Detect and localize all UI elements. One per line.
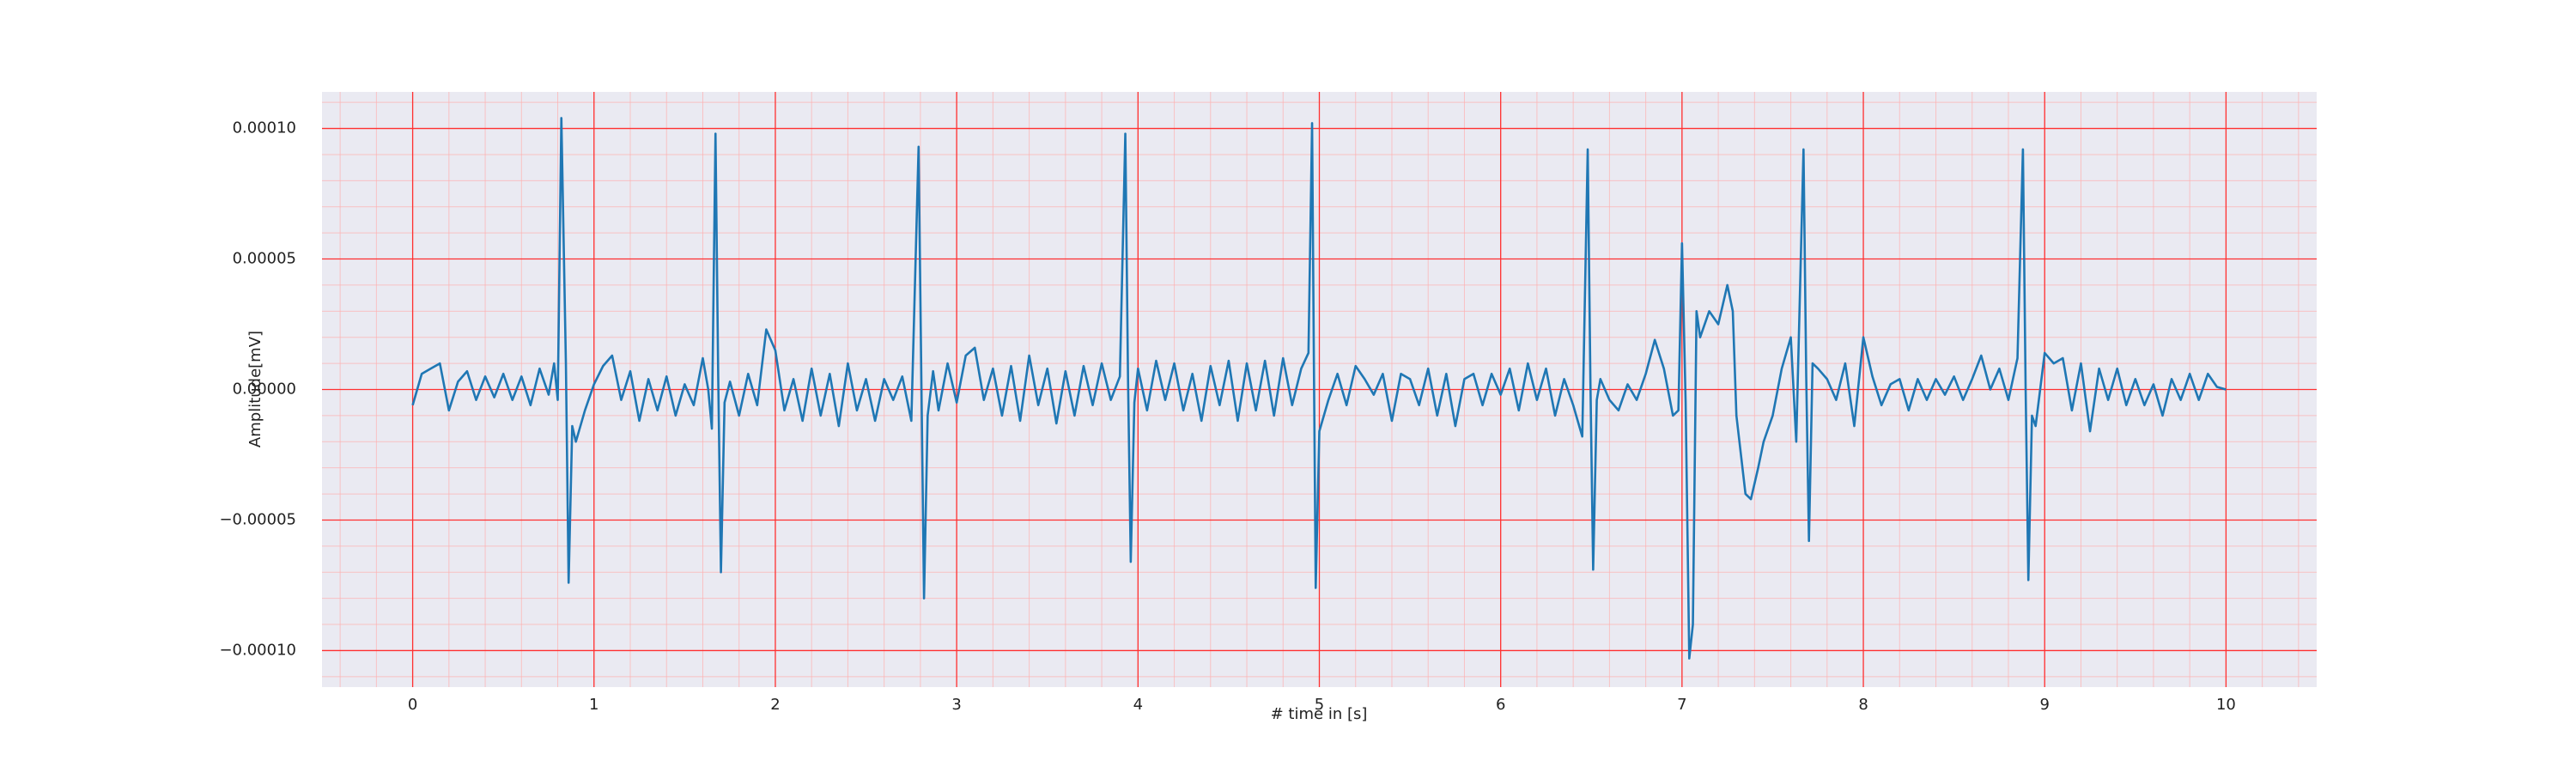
y-tick-label: −0.00005 xyxy=(219,510,296,528)
x-tick-label: 4 xyxy=(1133,696,1143,714)
x-tick-label: 2 xyxy=(770,696,780,714)
grid xyxy=(322,92,2317,687)
y-tick-label: −0.00010 xyxy=(219,641,296,659)
tick-labels: 0 1 2 3 4 5 6 7 8 9 10 −0.00010 −0.00005 0.00000 0.000… xyxy=(219,119,2235,714)
lines xyxy=(411,117,2227,660)
y-tick-label: 0.00005 xyxy=(233,250,296,268)
x-tick-label: 6 xyxy=(1496,696,1505,714)
y-tick-label: 0.00000 xyxy=(233,380,296,399)
y-tick-label: 0.00010 xyxy=(233,119,296,137)
y-axis-label: Amplitude[mV] xyxy=(246,331,264,447)
x-tick-label: 0 xyxy=(408,696,417,714)
x-tick-label: 7 xyxy=(1677,696,1686,714)
x-tick-label: 8 xyxy=(1858,696,1868,714)
x-tick-label: 3 xyxy=(951,696,961,714)
x-tick-label: 10 xyxy=(2216,696,2236,714)
signal-line xyxy=(411,117,2227,660)
x-tick-label: 5 xyxy=(1315,696,1324,714)
x-tick-label: 9 xyxy=(2040,696,2050,714)
x-axis-label: # time in [s] xyxy=(1271,705,1368,723)
x-tick-label: 1 xyxy=(589,696,598,714)
